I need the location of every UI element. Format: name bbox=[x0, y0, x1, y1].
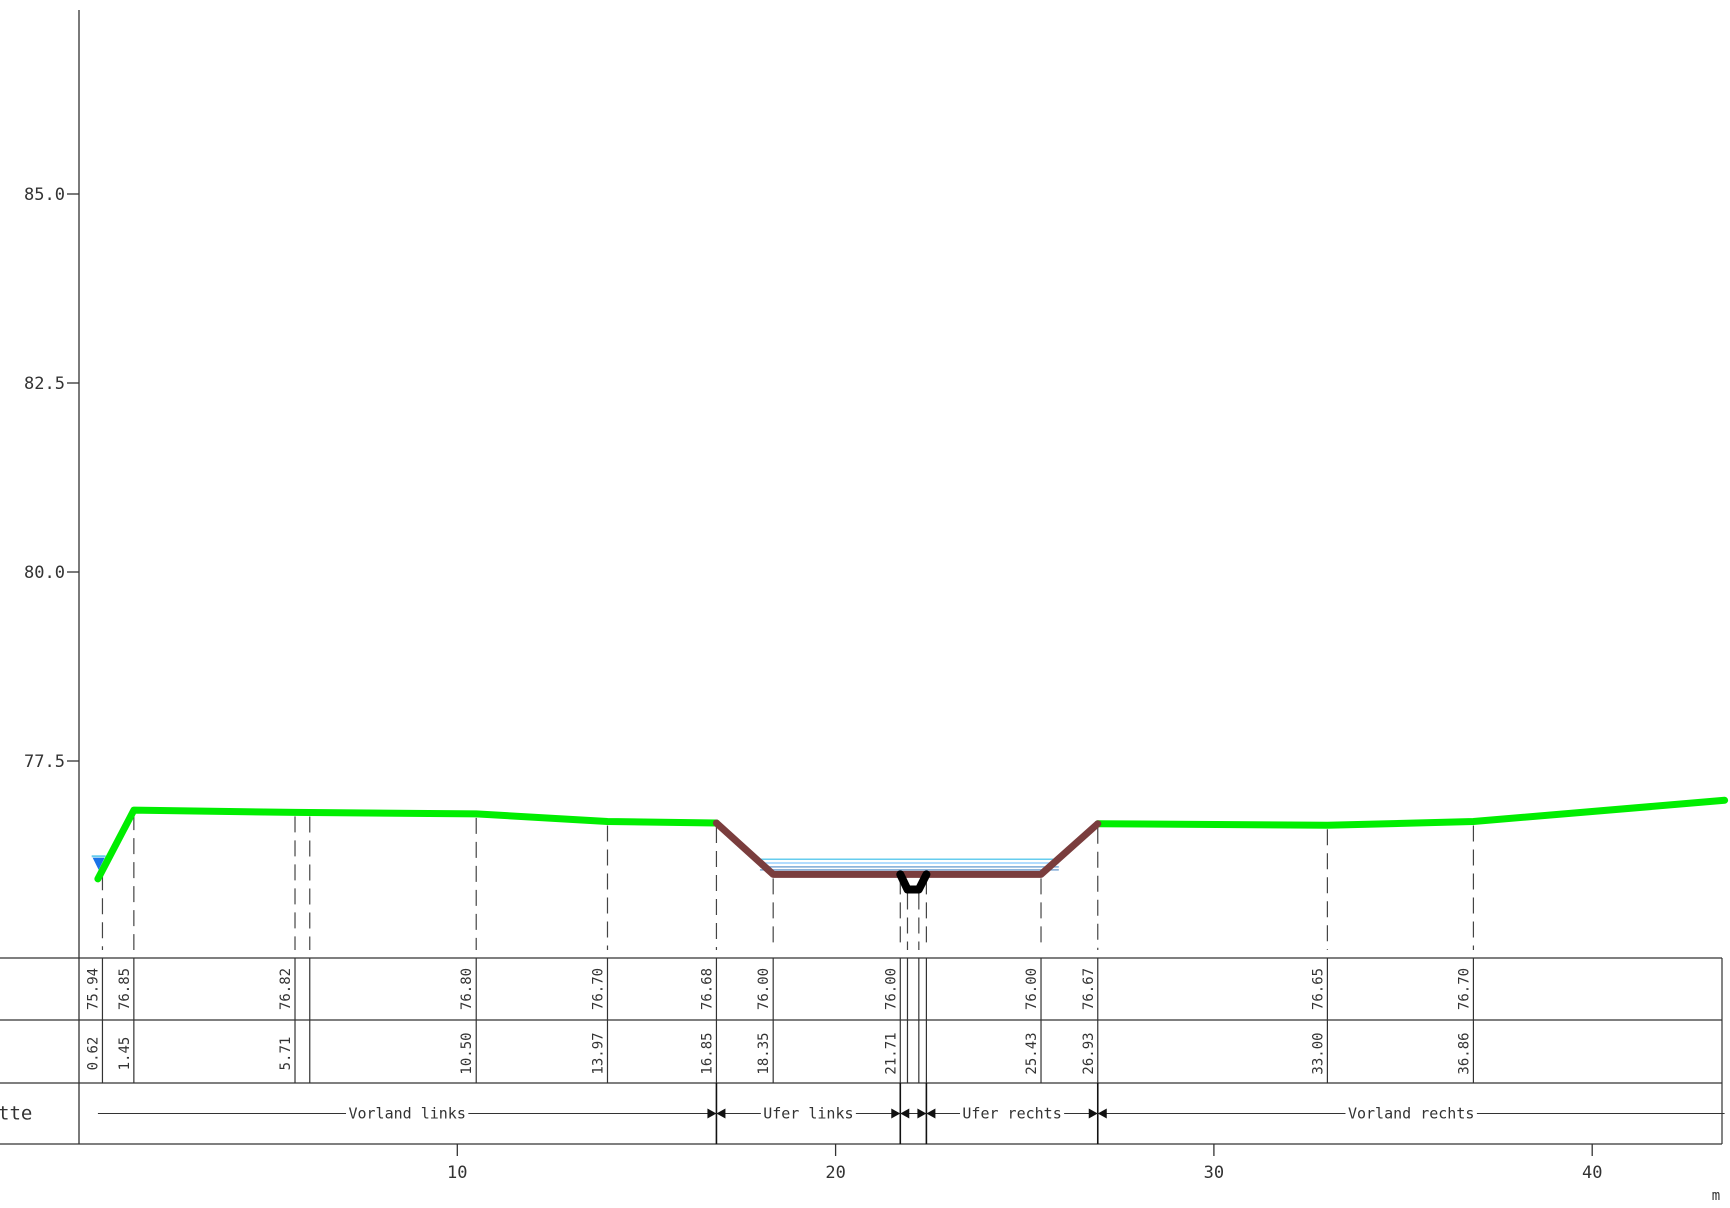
x-tick-label: 30 bbox=[1204, 1163, 1224, 1183]
vertical-guide-lines bbox=[101, 814, 1475, 950]
section-label-bg bbox=[346, 1103, 469, 1124]
section-label-bg bbox=[960, 1103, 1065, 1124]
y-tick-label: 77.5 bbox=[24, 752, 65, 772]
y-tick-label: 85.0 bbox=[24, 185, 65, 205]
data-table: 75.94 76.85 76.82 76.80 76.70 76.68 76.00 76.00… bbox=[0, 957, 1725, 1145]
station-value-label: 5.71 bbox=[278, 1037, 294, 1071]
section-arrow-icon bbox=[926, 1108, 936, 1119]
terrain-line-left bbox=[94, 806, 720, 883]
station-value-label: 36.86 bbox=[1456, 1032, 1472, 1074]
station-value-label: 18.35 bbox=[756, 1032, 772, 1074]
station-value-label: 25.43 bbox=[1024, 1032, 1040, 1074]
height-value-label: 76.00 bbox=[883, 968, 899, 1010]
station-value-label: 33.00 bbox=[1310, 1032, 1326, 1074]
section-label-bg bbox=[1345, 1103, 1477, 1124]
height-value-label: 76.82 bbox=[278, 968, 294, 1010]
terrain-profile bbox=[94, 796, 1729, 894]
axes: 77.5 80.0 82.5 85.0 10 20 30 40 m bbox=[24, 10, 1720, 1204]
section-label: Vorland links bbox=[348, 1105, 465, 1123]
section-label: Ufer links bbox=[763, 1105, 853, 1123]
section-arrow-icon bbox=[707, 1108, 717, 1119]
section-label: Ufer rechts bbox=[962, 1105, 1061, 1123]
section-label: Vorland rechts bbox=[1348, 1105, 1474, 1123]
x-tick-label: 20 bbox=[825, 1163, 845, 1183]
height-value-label: 76.68 bbox=[699, 968, 715, 1010]
height-value-label: 76.70 bbox=[590, 968, 606, 1010]
section-arrow-icon bbox=[1088, 1108, 1098, 1119]
section-arrow-icon bbox=[1097, 1108, 1107, 1119]
section-label-bg bbox=[760, 1103, 856, 1124]
water-levels bbox=[91, 855, 1059, 871]
water-level-marker-icon bbox=[92, 857, 105, 870]
section-arrow-icon bbox=[891, 1108, 901, 1119]
section-arrow-icon bbox=[716, 1108, 726, 1119]
station-value-label: 1.45 bbox=[117, 1037, 133, 1071]
height-value-label: 76.70 bbox=[1456, 968, 1472, 1010]
station-value-label: 13.97 bbox=[590, 1032, 606, 1074]
terrain-line-right bbox=[1094, 796, 1729, 829]
section-arrow-icon bbox=[900, 1108, 910, 1119]
height-value-label: 76.80 bbox=[459, 968, 475, 1010]
channel-line bbox=[896, 870, 931, 894]
y-tick-label: 82.5 bbox=[24, 374, 65, 394]
height-value-label: 76.00 bbox=[1024, 968, 1040, 1010]
height-value-label: 76.67 bbox=[1081, 968, 1097, 1010]
y-tick-label: 80.0 bbox=[24, 563, 65, 583]
x-axis-unit-label: m bbox=[1712, 1188, 1720, 1204]
station-value-label: 0.62 bbox=[85, 1037, 101, 1071]
section-arrow-icon bbox=[917, 1108, 927, 1119]
station-value-label: 26.93 bbox=[1081, 1032, 1097, 1074]
row-label: tte bbox=[0, 1103, 32, 1125]
x-tick-label: 10 bbox=[447, 1163, 467, 1183]
bank-line bbox=[712, 819, 1102, 878]
height-value-label: 75.94 bbox=[85, 968, 101, 1010]
station-value-label: 10.50 bbox=[459, 1032, 475, 1074]
height-value-label: 76.85 bbox=[117, 968, 133, 1010]
station-value-label: 21.71 bbox=[883, 1032, 899, 1074]
station-value-label: 16.85 bbox=[699, 1032, 715, 1074]
x-tick-label: 40 bbox=[1582, 1163, 1602, 1183]
height-value-label: 76.00 bbox=[756, 968, 772, 1010]
height-value-label: 76.65 bbox=[1310, 968, 1326, 1010]
